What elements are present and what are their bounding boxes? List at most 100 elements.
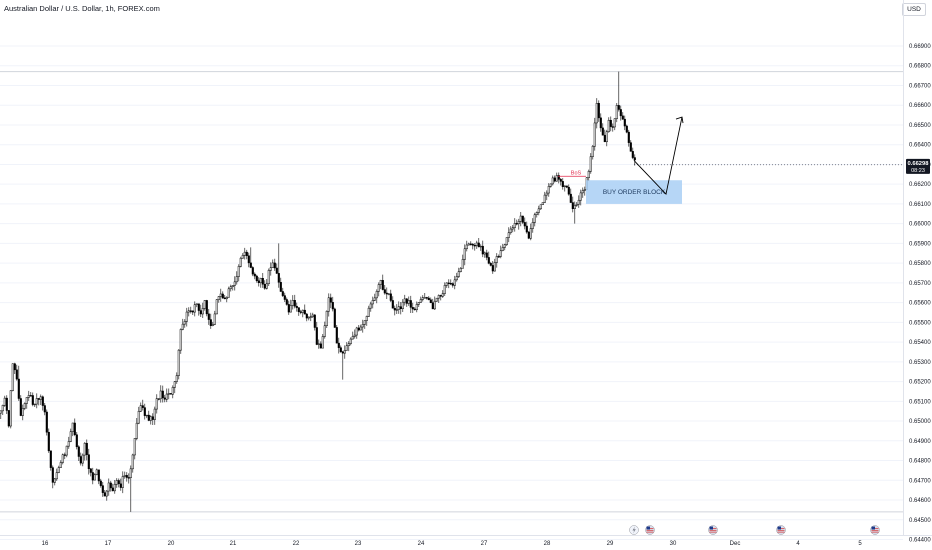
candle-body xyxy=(17,378,20,399)
candle-body xyxy=(143,407,146,416)
candle-body xyxy=(117,480,120,485)
candle-body xyxy=(157,398,160,400)
us-flag-icon[interactable] xyxy=(776,525,786,535)
candle-body xyxy=(155,398,158,410)
candle-body xyxy=(5,397,8,411)
candle-body xyxy=(303,309,306,315)
candle-body xyxy=(129,468,132,478)
candle-body xyxy=(91,472,94,481)
candle-body xyxy=(233,281,236,286)
candle-body xyxy=(213,313,216,325)
candle-body xyxy=(163,397,166,400)
price-tick-label: 0.64900 xyxy=(909,439,931,445)
candle-body xyxy=(33,403,36,406)
candle-body xyxy=(137,410,140,424)
projection-path xyxy=(633,116,683,195)
price-tick-label: 0.66100 xyxy=(909,202,931,208)
candle-body xyxy=(25,397,28,404)
candle-body xyxy=(161,390,164,399)
candle-body xyxy=(291,300,294,306)
australia-flag-icon[interactable] xyxy=(870,525,880,535)
price-tick-label: 0.65300 xyxy=(909,360,931,366)
price-tick-label: 0.66900 xyxy=(909,44,931,50)
us-flag-icon[interactable] xyxy=(645,525,655,535)
lightning-icon[interactable] xyxy=(629,525,639,535)
price-tick-label: 0.66400 xyxy=(909,143,931,149)
candle-body xyxy=(189,310,192,312)
candle-body xyxy=(175,375,178,382)
time-tick-label: 4 xyxy=(796,541,800,547)
candle-body xyxy=(517,221,520,225)
candle-body xyxy=(217,296,220,300)
candle-body xyxy=(453,279,456,286)
candle-body xyxy=(555,175,558,182)
candle-body xyxy=(63,454,66,456)
currency-badge[interactable]: USD xyxy=(902,3,926,16)
candle-body xyxy=(415,304,418,311)
candle-body xyxy=(171,387,174,395)
candle-body xyxy=(83,442,86,456)
candle-body xyxy=(245,251,248,257)
candle-body xyxy=(89,468,92,473)
candle-body xyxy=(9,390,12,427)
us-flag-icon[interactable] xyxy=(708,525,718,535)
candle-body xyxy=(553,177,556,182)
candle-body xyxy=(53,478,56,483)
time-tick-label: 28 xyxy=(544,541,551,547)
candle-body xyxy=(537,208,540,213)
candle-body xyxy=(373,297,376,301)
candle-body xyxy=(135,422,138,439)
candle-body xyxy=(241,255,244,259)
candle-body xyxy=(405,298,408,304)
candle-body xyxy=(59,462,62,468)
candle-body xyxy=(113,483,116,492)
candle-body xyxy=(623,118,626,127)
candle-body xyxy=(519,215,522,222)
candle-body xyxy=(77,446,80,457)
price-tick-label: 0.65000 xyxy=(909,419,931,425)
candle-body xyxy=(439,295,442,297)
candle-body xyxy=(473,245,476,247)
candle-body xyxy=(103,492,106,497)
candle-body xyxy=(257,280,260,284)
candle-body xyxy=(427,297,430,301)
candle-body xyxy=(397,306,400,310)
candle-body xyxy=(339,347,342,353)
candle-body xyxy=(259,278,262,284)
candle-body xyxy=(185,311,188,322)
candle-body xyxy=(159,390,162,400)
candle-body xyxy=(603,134,606,143)
candle-body xyxy=(277,273,280,283)
candle-body xyxy=(499,250,502,257)
candle-body xyxy=(493,262,496,272)
candle-body xyxy=(41,396,44,406)
time-tick-label: 23 xyxy=(355,541,362,547)
candle-body xyxy=(111,487,114,492)
candle-body xyxy=(281,291,284,296)
candle-body xyxy=(371,300,374,305)
candle-body xyxy=(419,299,422,303)
candle-body xyxy=(173,381,176,388)
price-tick-label: 0.65700 xyxy=(909,281,931,287)
candle-body xyxy=(353,334,356,337)
candle-body xyxy=(75,434,78,448)
candle-body xyxy=(545,192,548,196)
candle-body xyxy=(329,297,332,303)
candle-body xyxy=(381,280,384,290)
time-axis-border xyxy=(0,535,932,536)
candle-body xyxy=(433,300,436,310)
candle-body xyxy=(337,342,340,348)
price-tick-label: 0.65400 xyxy=(909,340,931,346)
candle-body xyxy=(309,316,312,318)
candle-body xyxy=(107,482,110,492)
candle-body xyxy=(183,321,186,325)
candle-body xyxy=(369,303,372,309)
candle-body xyxy=(39,396,42,400)
candle-body xyxy=(379,280,382,285)
candle-body xyxy=(47,431,50,452)
candle-body xyxy=(199,310,202,315)
time-tick-label: 29 xyxy=(607,541,614,547)
candle-body xyxy=(51,467,54,483)
candle-body xyxy=(561,181,564,187)
